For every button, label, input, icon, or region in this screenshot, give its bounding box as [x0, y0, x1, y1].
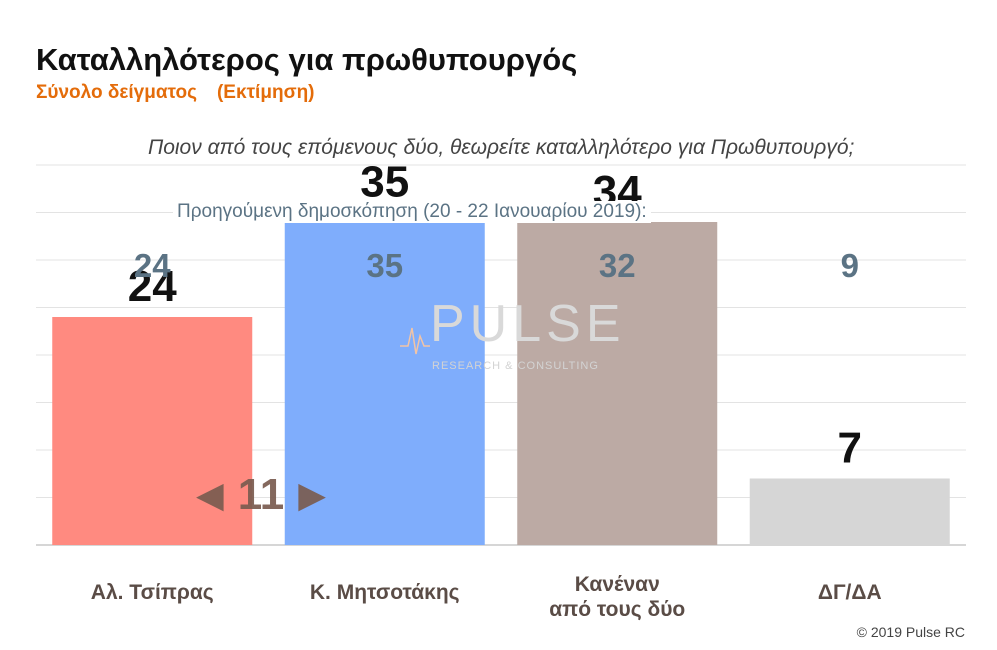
copyright: © 2019 Pulse RC — [856, 624, 965, 640]
difference-value: 11 — [237, 470, 285, 519]
left-arrow-icon: ◀ — [196, 474, 224, 515]
category-label: Κανέναν — [575, 573, 660, 596]
category-label: Κ. Μητσοτάκης — [310, 581, 460, 604]
chart-subtitle: Σύνολο δείγματος (Εκτίμηση) — [36, 82, 315, 104]
right-arrow-icon: ▶ — [298, 474, 326, 515]
chart-title: Καταλληλότερος για πρωθυπουργός — [36, 42, 578, 77]
category-label: Αλ. Τσίπρας — [91, 581, 214, 604]
previous-poll-label: Προηγούμενη δημοσκόπηση (20 - 22 Ιανουαρ… — [173, 201, 651, 223]
pulse-line-icon — [400, 327, 430, 355]
previous-value-label: 32 — [599, 247, 636, 284]
previous-value-label: 24 — [134, 247, 171, 284]
data-label: 7 — [838, 424, 862, 473]
category-label: από τους δύο — [549, 598, 685, 621]
bar — [52, 317, 253, 545]
watermark-logo-text: PULSE — [430, 295, 626, 353]
survey-question: Ποιον από τους επόμενους δύο, θεωρείτε κ… — [148, 136, 855, 159]
subtitle-method: (Εκτίμηση) — [216, 82, 315, 103]
data-label: 24 — [128, 262, 177, 311]
bar — [517, 222, 718, 545]
difference-indicator: ◀ 11 ▶ — [196, 470, 326, 520]
pulse-watermark: PULSE RESEARCH & CONSULTING — [400, 295, 630, 376]
data-label: 35 — [360, 158, 409, 207]
previous-value-label: 9 — [841, 247, 859, 284]
watermark-subtext: RESEARCH & CONSULTING — [432, 360, 599, 372]
previous-value-label: 35 — [366, 247, 403, 284]
bar — [284, 212, 485, 545]
category-label: ΔΓ/ΔΑ — [818, 581, 882, 604]
subtitle-sample: Σύνολο δείγματος — [36, 82, 197, 103]
bar — [749, 478, 950, 545]
